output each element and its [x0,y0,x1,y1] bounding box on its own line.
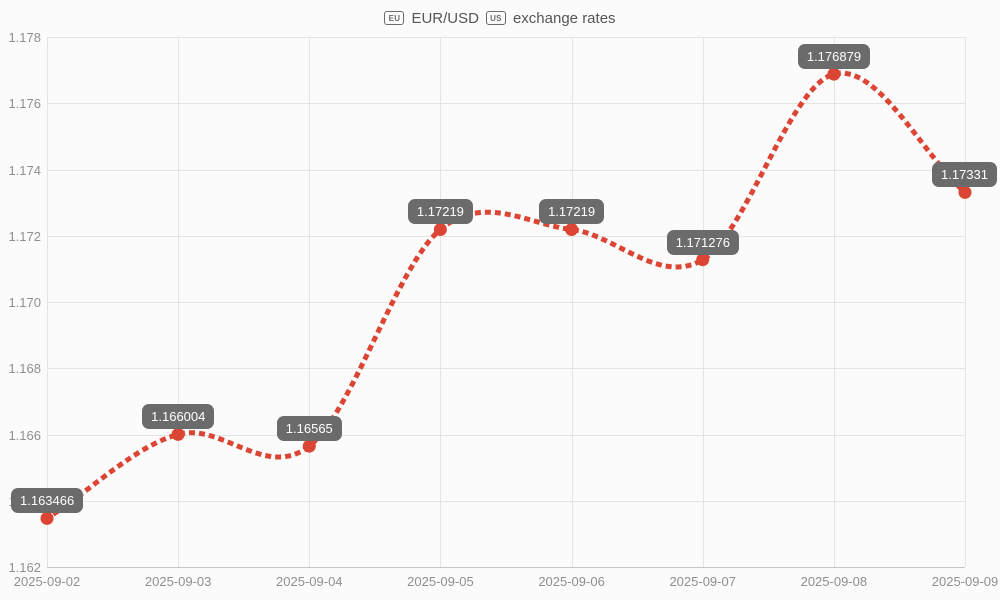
data-point-marker [565,223,579,236]
chart-title: EU EUR/USD US exchange rates [0,8,1000,28]
data-point-marker [302,439,316,453]
exchange-rate-curve [43,70,969,522]
x-tick-label: 2025-09-06 [538,574,605,589]
data-point-marker [40,511,54,525]
point-value-label: 1.163466 [11,488,84,514]
y-tick-label: 1.168 [8,361,41,376]
title-suffix: exchange rates [512,9,616,27]
x-tick-label: 2025-09-08 [801,574,868,589]
data-point-marker [827,67,841,81]
y-tick-label: 1.170 [8,295,41,310]
x-tick-label: 2025-09-03 [145,574,212,589]
data-point-marker [696,253,710,267]
data-point-marker [171,427,185,441]
y-tick-label: 1.166 [8,428,41,443]
y-tick-label: 1.178 [8,30,41,45]
point-value-label: 1.17219 [407,199,473,225]
data-point-marker [958,185,972,199]
x-tick-label: 2025-09-09 [932,574,999,589]
point-value-label: 1.176879 [797,44,871,70]
y-tick-label: 1.174 [8,163,41,178]
title-currency-pair: EUR/USD [411,9,479,27]
point-value-label: 1.16565 [276,416,342,442]
eu-flag-icon: EU [384,11,405,25]
y-tick-label: 1.162 [8,560,41,575]
data-point-marker [433,223,447,236]
x-tick-label: 2025-09-07 [669,574,736,589]
point-value-label: 1.166004 [142,404,215,430]
x-tick-label: 2025-09-04 [276,574,343,589]
y-tick-label: 1.176 [8,96,41,111]
us-flag-icon: US [485,11,506,25]
y-tick-label: 1.172 [8,229,41,244]
point-value-label: 1.17331 [932,162,997,188]
x-tick-label: 2025-09-05 [407,574,474,589]
point-value-label: 1.171276 [666,229,739,255]
x-tick-label: 2025-09-02 [14,574,81,589]
point-value-label: 1.17219 [539,199,605,225]
